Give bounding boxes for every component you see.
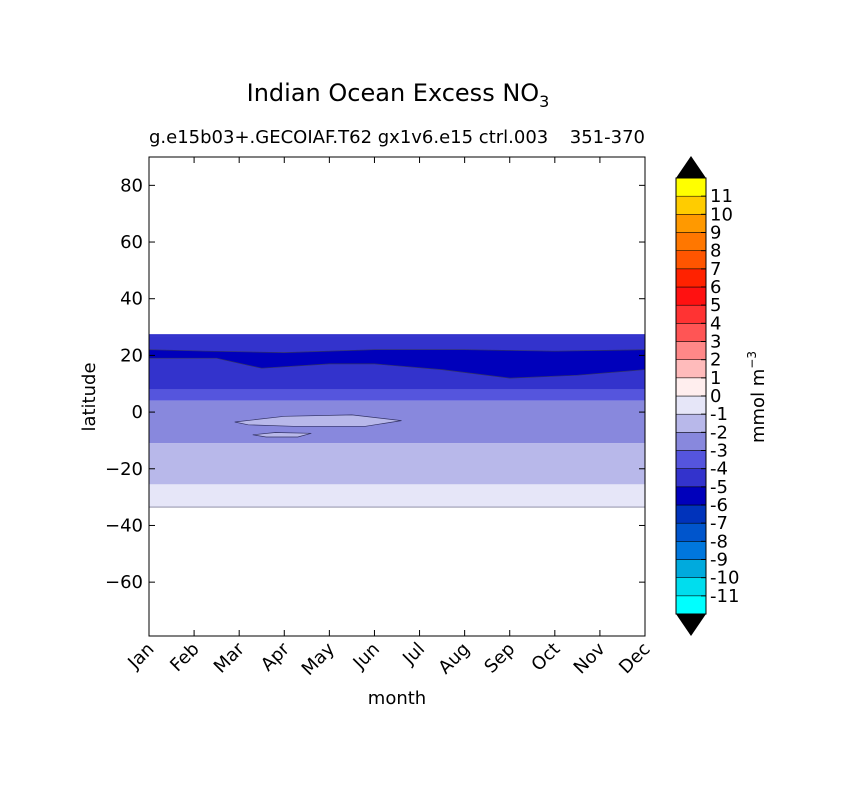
colorbar-tick-label: -9 <box>710 550 728 571</box>
contour-band <box>149 484 645 508</box>
colorbar-swatch <box>675 214 707 233</box>
y-tick-label: 0 <box>132 402 143 423</box>
chart-subtitle: g.e15b03+.GECOIAF.T62 gx1v6.e15 ctrl.003 <box>149 127 548 148</box>
y-tick-label: 40 <box>120 289 143 310</box>
y-tick-label: 60 <box>120 232 143 253</box>
colorbar-tick-label: 4 <box>710 313 721 334</box>
colorbar-swatch <box>675 250 707 270</box>
x-tick-label: Mar <box>210 638 249 677</box>
colorbar-swatch <box>675 395 707 415</box>
colorbar-swatch <box>675 432 707 451</box>
colorbar-tick-label: 10 <box>710 204 733 225</box>
contour-band <box>149 443 645 485</box>
colorbar-tick-label: 3 <box>710 332 721 353</box>
x-tick-label: Oct <box>527 639 564 676</box>
colorbar-tick-label: 7 <box>710 259 721 280</box>
colorbar-swatch <box>675 541 707 560</box>
y-tick-label: 20 <box>120 345 143 366</box>
colorbar-swatch <box>675 359 707 379</box>
x-tick-label: Jun <box>349 639 384 674</box>
colorbar-tick-label: -10 <box>710 568 739 589</box>
colorbar-tick-label: -11 <box>710 586 739 607</box>
x-tick-label: Feb <box>166 639 203 676</box>
colorbar-tick-label: 2 <box>710 350 721 371</box>
colorbar-swatch <box>675 559 707 578</box>
colorbar-extend-max <box>676 156 706 178</box>
colorbar-swatch <box>675 286 707 306</box>
colorbar-extend-min <box>676 614 706 636</box>
colorbar-tick-label: -7 <box>710 513 728 534</box>
y-axis-label: latitude <box>79 362 100 431</box>
colorbar-label: mmol m−3 <box>745 351 769 443</box>
chart-title: Indian Ocean Excess NO3 <box>247 79 550 111</box>
x-tick-label: Aug <box>434 639 474 679</box>
y-tick-label: −40 <box>105 515 143 536</box>
colorbar-swatch <box>675 522 707 542</box>
colorbar-swatch <box>675 377 707 397</box>
colorbar-tick-label: -3 <box>710 441 728 462</box>
colorbar-swatch <box>675 486 707 506</box>
contour-core-band <box>148 349 646 379</box>
colorbar-swatch <box>675 341 707 360</box>
colorbar-swatch <box>675 195 707 215</box>
colorbar-tick-label: 6 <box>710 277 721 298</box>
x-tick-label: Sep <box>480 639 519 678</box>
x-axis-label: month <box>368 688 426 709</box>
contour-lens <box>234 414 402 427</box>
contour-lens-small <box>252 432 312 438</box>
x-tick-label: Jan <box>123 639 158 674</box>
plot-area <box>148 156 646 637</box>
y-tick-label: −20 <box>105 459 143 480</box>
contour-band <box>149 400 645 444</box>
chart-title-subscript: 3 <box>539 92 549 111</box>
colorbar-label-exponent: −3 <box>745 351 759 369</box>
y-axis: 80 60 40 20 0 −20 −40 −60 <box>105 175 645 593</box>
y-tick-label: 80 <box>120 175 143 196</box>
colorbar-swatch <box>675 468 707 488</box>
colorbar-tick-label: -2 <box>710 422 728 443</box>
colorbar-tick-label: 8 <box>710 241 721 262</box>
colorbar-swatch <box>675 268 707 288</box>
colorbar-tick-label: 11 <box>710 186 733 207</box>
colorbar-swatch <box>675 323 707 342</box>
x-tick-label: Nov <box>570 638 610 678</box>
colorbar-swatch <box>675 232 707 251</box>
colorbar-swatch <box>675 450 707 469</box>
plot-frame <box>148 156 646 637</box>
colorbar-swatch <box>675 177 707 197</box>
colorbar-tick-label: 1 <box>710 368 721 389</box>
chart-subtitle-right: 351-370 <box>570 127 645 148</box>
colorbar-tick-label: -5 <box>710 477 728 498</box>
contour-band <box>149 389 645 401</box>
colorbar-tick-label: 0 <box>710 386 721 407</box>
x-tick-label: Jul <box>398 639 429 670</box>
x-tick-label: Apr <box>257 638 294 675</box>
colorbar-swatch <box>675 304 707 324</box>
colorbar-tick-label: -4 <box>710 459 728 480</box>
colorbar-swatch <box>675 413 707 433</box>
x-tick-label: May <box>298 638 339 679</box>
colorbar-tick-label: 9 <box>710 223 721 244</box>
colorbar-swatch <box>675 577 707 597</box>
colorbar-tick-label: 5 <box>710 295 721 316</box>
colorbar-tick-label: -1 <box>710 404 728 425</box>
contour-band <box>149 334 645 337</box>
colorbar-swatch <box>675 595 707 615</box>
colorbar-tick-label: -8 <box>710 531 728 552</box>
colorbar-swatch <box>675 504 707 524</box>
y-tick-label: −60 <box>105 572 143 593</box>
x-tick-label: Dec <box>615 639 654 678</box>
colorbar-tick-label: -6 <box>710 495 728 516</box>
